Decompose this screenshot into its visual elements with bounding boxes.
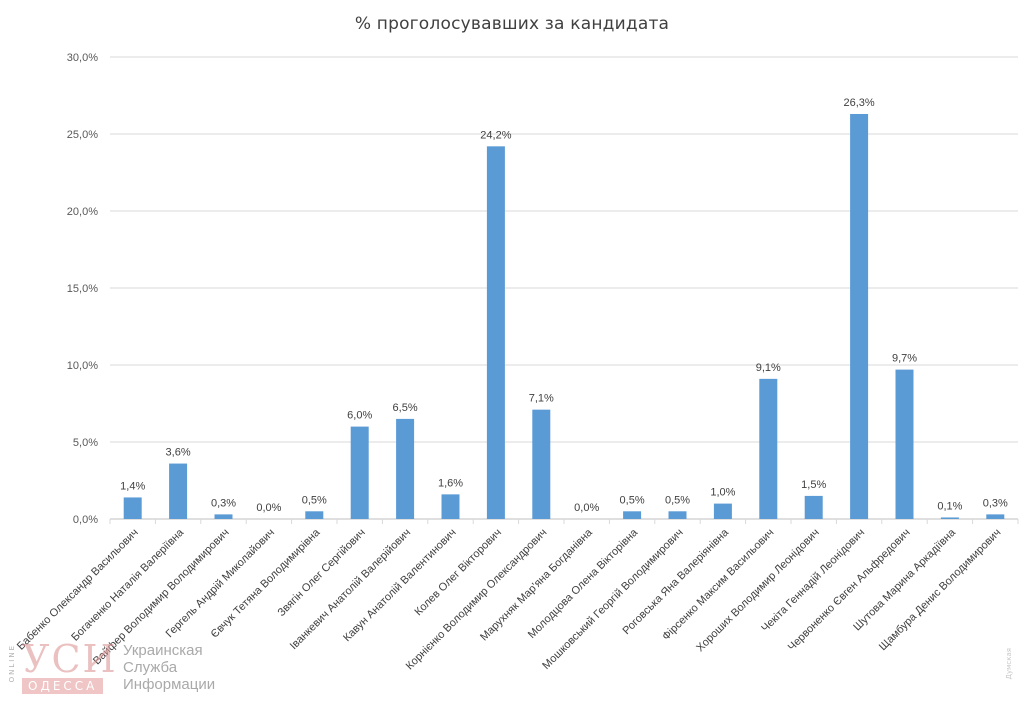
data-label: 9,1%: [756, 362, 781, 374]
bars: [123, 113, 1005, 519]
gridlines: [109, 56, 1019, 524]
bar: [532, 409, 551, 519]
data-label: 0,5%: [665, 494, 690, 506]
watermark-org-name: Украинская Служба Информации: [123, 642, 215, 693]
bar: [169, 463, 188, 519]
bar: [396, 418, 415, 519]
data-label: 3,6%: [166, 447, 191, 459]
bar: [350, 426, 369, 519]
bar: [850, 113, 869, 519]
data-label: 1,0%: [710, 487, 735, 499]
bar: [623, 511, 642, 519]
data-label: 6,5%: [393, 402, 418, 414]
data-label: 1,5%: [801, 479, 826, 491]
bar: [441, 494, 460, 519]
bar: [713, 503, 732, 519]
y-tick-label: 0,0%: [73, 514, 98, 526]
data-label: 26,3%: [843, 97, 874, 109]
bar: [668, 511, 687, 519]
data-label: 0,5%: [620, 494, 645, 506]
category-label: Колев Олег Вікторович: [412, 527, 504, 619]
data-label: 0,0%: [256, 502, 281, 514]
data-label: 6,0%: [347, 410, 372, 422]
watermark-line: Украинская: [123, 642, 203, 659]
data-label: 0,3%: [983, 497, 1008, 509]
y-tick-label: 5,0%: [73, 437, 98, 449]
watermark-logo-mark: УСИ: [22, 637, 118, 681]
bar: [986, 514, 1005, 519]
bar: [940, 517, 959, 519]
watermark-city: ОДЕССА: [22, 678, 104, 694]
watermark-logo: ONLINE УСИ ОДЕССА Украинская Служба Инфо…: [8, 640, 238, 700]
data-label: 1,6%: [438, 477, 463, 489]
data-label: 0,3%: [211, 497, 236, 509]
watermark-line: Служба: [123, 659, 178, 676]
data-label: 1,4%: [120, 480, 145, 492]
chart-title: % проголосувавших за кандидата: [354, 14, 670, 34]
y-tick-label: 10,0%: [67, 360, 98, 372]
bar: [214, 514, 233, 519]
watermark-line: Информации: [123, 676, 216, 693]
data-label: 0,0%: [574, 502, 599, 514]
y-tick-label: 25,0%: [67, 129, 98, 141]
category-label: Звягін Олег Сергійович: [275, 527, 367, 619]
y-tick-label: 30,0%: [67, 52, 98, 64]
data-label: 0,1%: [937, 500, 962, 512]
y-axis-ticks: 0,0% 5,0% 10,0% 15,0% 20,0% 25,0% 30,0%: [67, 52, 98, 526]
bar: [895, 369, 914, 519]
bar: [305, 511, 324, 519]
side-credit: Думская: [1005, 648, 1013, 680]
data-label: 0,5%: [302, 494, 327, 506]
bar: [123, 497, 142, 519]
y-tick-label: 15,0%: [67, 283, 98, 295]
data-label: 9,7%: [892, 353, 917, 365]
data-label: 24,2%: [480, 129, 511, 141]
bar: [759, 378, 778, 519]
y-tick-label: 20,0%: [67, 206, 98, 218]
bar: [804, 495, 823, 519]
data-label: 7,1%: [529, 393, 554, 405]
watermark-online-text: ONLINE: [8, 644, 16, 683]
bar: [486, 146, 505, 519]
data-labels: 1,4% 3,6% 0,3% 0,0% 0,5% 6,0% 6,5% 1,6% 24,2% 7,1…: [120, 97, 1008, 514]
